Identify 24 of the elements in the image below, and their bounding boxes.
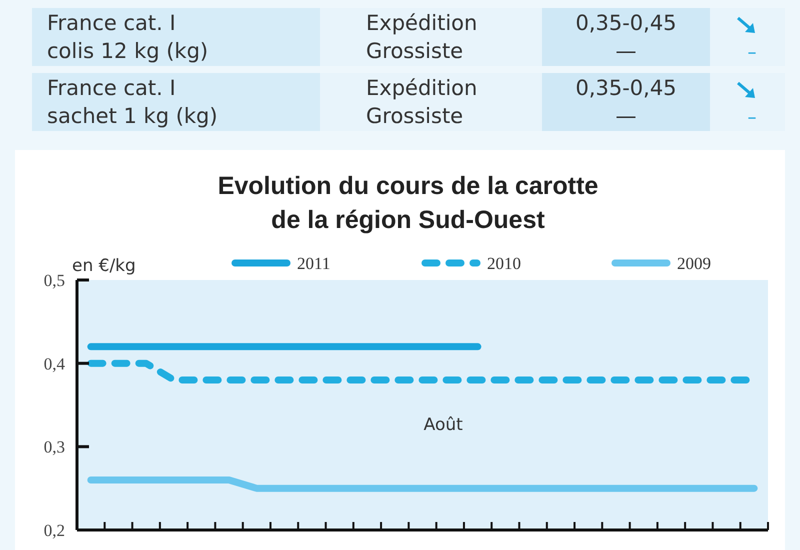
- text: colis 12 kg (kg): [47, 39, 208, 63]
- text: –: [748, 107, 756, 128]
- text: sachet 1 kg (kg): [47, 104, 218, 128]
- legend-label: 2009: [677, 254, 711, 273]
- text: Expédition: [366, 11, 478, 35]
- legend-label: 2010: [487, 254, 521, 273]
- text: —: [616, 104, 636, 128]
- y-tick-label: 0,5: [44, 271, 65, 290]
- y-tick-label: 0,2: [44, 521, 65, 540]
- text: —: [616, 39, 636, 63]
- text: Grossiste: [366, 104, 464, 128]
- legend-label: 2011: [297, 254, 330, 273]
- text: Grossiste: [366, 39, 464, 63]
- y-tick-label: 0,3: [44, 438, 65, 457]
- annotation: Août: [424, 415, 464, 435]
- y-axis-title: en €/kg: [72, 256, 136, 276]
- text: France cat. I: [47, 11, 176, 35]
- text: 0,35-0,45: [575, 11, 677, 35]
- text: 0,35-0,45: [575, 76, 677, 100]
- text: France cat. I: [47, 76, 176, 100]
- text: Expédition: [366, 76, 478, 100]
- y-tick-label: 0,4: [44, 354, 66, 374]
- chart-title: Evolution du cours de la carotte de la région Sud-Ouest: [218, 172, 598, 234]
- text: –: [748, 42, 756, 63]
